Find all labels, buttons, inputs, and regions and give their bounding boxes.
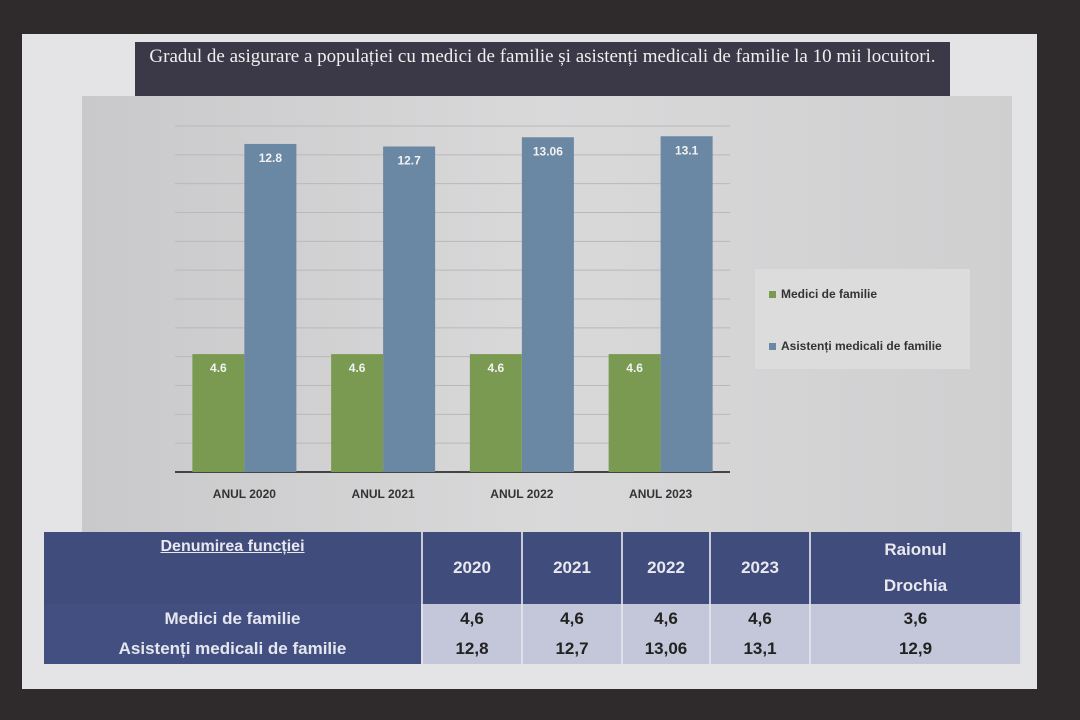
header-2023: 2023 [710, 532, 811, 604]
data-label: 12.7 [397, 154, 421, 168]
legend-label: Asistenți medicali de familie [781, 339, 942, 353]
bar-medici [192, 354, 245, 472]
category-label: ANUL 2022 [490, 487, 553, 501]
bar-asistenti [521, 137, 574, 472]
cell: 12,9 [810, 634, 1022, 664]
data-label: 13.1 [675, 143, 699, 157]
data-label: 4.6 [626, 361, 643, 375]
data-label: 12.8 [259, 151, 283, 165]
legend: Medici de familie Asistenți medicali de … [755, 269, 970, 369]
chart-title: Gradul de asigurare a populației cu medi… [135, 42, 950, 96]
cell: 12,8 [422, 634, 523, 664]
cell: 13,06 [622, 634, 711, 664]
cell: 4,6 [622, 604, 711, 634]
category-label: ANUL 2023 [629, 487, 692, 501]
category-label: ANUL 2020 [213, 487, 276, 501]
bar-medici [331, 354, 384, 472]
table-row: Asistenți medicali de familie 12,8 12,7 … [44, 634, 1022, 664]
cell: 4,6 [522, 604, 623, 634]
bar-asistenti [244, 143, 297, 472]
data-label: 13.06 [533, 144, 563, 158]
legend-label: Medici de familie [781, 287, 878, 301]
legend-swatch [769, 342, 776, 350]
table-row: Medici de familie 4,6 4,6 4,6 4,6 3,6 [44, 604, 1022, 634]
cell: 4,6 [710, 604, 811, 634]
bar-chart: 4.6 12.8 ANUL 2020 4.6 12.7 ANUL 2021 4.6 13.06… [175, 125, 730, 501]
header-2022: 2022 [622, 532, 711, 604]
header-2021: 2021 [522, 532, 623, 604]
cell: 12,7 [522, 634, 623, 664]
bar-asistenti [383, 146, 436, 472]
bar-medici [469, 354, 522, 472]
data-table: Denumirea funcției 2020 2021 2022 2023 R… [44, 532, 1022, 664]
legend-swatch [769, 290, 776, 298]
data-label: 4.6 [488, 361, 505, 375]
slide: Gradul de asigurare a populației cu medi… [22, 34, 1037, 689]
category-label: ANUL 2021 [352, 487, 415, 501]
header-function: Denumirea funcției [44, 532, 423, 604]
data-label: 4.6 [210, 361, 227, 375]
cell: 13,1 [710, 634, 811, 664]
header-raionul: Raionul [810, 532, 1022, 568]
header-drochia: Drochia [810, 568, 1022, 604]
cell: 3,6 [810, 604, 1022, 634]
header-2020: 2020 [422, 532, 523, 604]
legend-item-asistenti: Asistenți medicali de familie [769, 339, 942, 353]
bar-medici [608, 354, 661, 472]
legend-item-medici: Medici de familie [769, 287, 877, 301]
bar-asistenti [660, 136, 713, 472]
cell: 4,6 [422, 604, 523, 634]
row-name: Asistenți medicali de familie [44, 634, 423, 664]
data-label: 4.6 [349, 361, 366, 375]
row-name: Medici de familie [44, 604, 423, 634]
